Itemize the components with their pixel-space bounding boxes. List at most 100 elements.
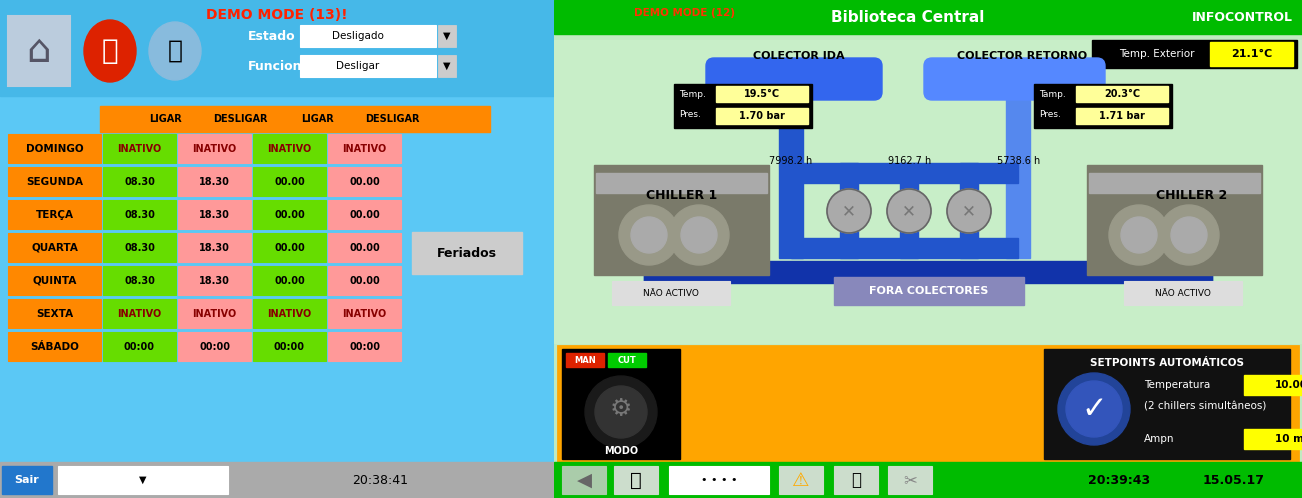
Bar (1124, 281, 1242, 305)
Bar (328, 167, 401, 196)
Circle shape (669, 205, 729, 265)
Bar (1190, 183, 1212, 283)
Circle shape (1170, 217, 1207, 253)
Text: 20:39:43: 20:39:43 (1088, 474, 1150, 487)
Ellipse shape (148, 22, 201, 80)
Bar (8, 200, 102, 229)
Circle shape (618, 205, 680, 265)
Text: Desligar: Desligar (336, 61, 380, 71)
Bar (103, 233, 176, 262)
Text: SEXTA: SEXTA (36, 308, 73, 319)
Bar (1075, 108, 1168, 124)
FancyBboxPatch shape (706, 58, 881, 100)
Text: 19.5°C: 19.5°C (743, 89, 780, 99)
Bar (835, 466, 878, 494)
Bar (253, 233, 326, 262)
Text: Ampn: Ampn (1144, 434, 1174, 444)
Circle shape (681, 217, 717, 253)
Text: ✕: ✕ (902, 202, 915, 220)
Text: TERÇA: TERÇA (35, 210, 73, 220)
Circle shape (595, 386, 647, 438)
Bar (1044, 349, 1290, 459)
Text: 00.00: 00.00 (349, 210, 380, 220)
Text: QUARTA: QUARTA (31, 243, 78, 252)
Text: 1.71 bar: 1.71 bar (1099, 111, 1144, 121)
Bar (103, 299, 176, 328)
Bar (437, 25, 456, 47)
Bar (253, 200, 326, 229)
Circle shape (1159, 205, 1219, 265)
Bar (8, 299, 102, 328)
Text: DEMO MODE (13)!: DEMO MODE (13)! (206, 8, 348, 22)
Text: CUT: CUT (617, 356, 637, 365)
Bar (1088, 173, 1260, 193)
Text: INATIVO: INATIVO (193, 143, 237, 153)
Text: 20.3°C: 20.3°C (1104, 89, 1141, 99)
Bar (716, 86, 809, 102)
Bar (644, 183, 667, 283)
Bar (1087, 165, 1262, 275)
Text: LIGAR: LIGAR (148, 114, 181, 124)
Text: Biblioteca Central: Biblioteca Central (831, 9, 984, 24)
Bar (644, 261, 1212, 283)
Text: MAN: MAN (574, 356, 596, 365)
Text: INATIVO: INATIVO (342, 308, 387, 319)
Text: Temperatura: Temperatura (1144, 380, 1211, 390)
Bar (566, 353, 604, 367)
Bar (960, 163, 978, 258)
Text: 🔧: 🔧 (852, 471, 861, 489)
Text: ✕: ✕ (962, 202, 976, 220)
Text: INFOCONTROL: INFOCONTROL (1191, 10, 1293, 23)
Bar (59, 466, 228, 494)
Text: INATIVO: INATIVO (267, 308, 311, 319)
Text: 08.30: 08.30 (124, 275, 155, 285)
Text: ◀: ◀ (577, 471, 591, 490)
Text: ✂: ✂ (904, 471, 917, 489)
Text: CHILLER 2: CHILLER 2 (1156, 189, 1228, 202)
Ellipse shape (85, 20, 135, 82)
Bar (299, 55, 436, 77)
Bar (559, 346, 1298, 462)
Text: 08.30: 08.30 (124, 243, 155, 252)
Text: 08.30: 08.30 (124, 210, 155, 220)
Bar (612, 281, 730, 305)
Bar (615, 466, 658, 494)
Text: 20:38:41: 20:38:41 (352, 474, 408, 487)
Bar (608, 353, 646, 367)
Bar (103, 266, 176, 295)
Text: 00:00: 00:00 (124, 342, 155, 352)
Bar (328, 332, 401, 361)
Bar (437, 55, 456, 77)
Bar (103, 167, 176, 196)
Bar (100, 106, 490, 132)
Text: 00:00: 00:00 (273, 342, 305, 352)
Bar (1075, 86, 1168, 102)
Text: 7998.2 h: 7998.2 h (769, 156, 812, 166)
Text: INATIVO: INATIVO (193, 308, 237, 319)
Bar (594, 165, 769, 275)
Text: 00.00: 00.00 (349, 275, 380, 285)
Text: Feriados: Feriados (437, 247, 497, 259)
Text: 18.30: 18.30 (199, 275, 230, 285)
Text: 00.00: 00.00 (275, 243, 305, 252)
Text: 15.05.17: 15.05.17 (1203, 474, 1266, 487)
Text: DESLIGAR: DESLIGAR (212, 114, 267, 124)
Bar (8, 167, 102, 196)
Circle shape (887, 189, 931, 233)
Text: SÁBADO: SÁBADO (30, 342, 79, 352)
Bar (178, 266, 251, 295)
Text: ✕: ✕ (842, 202, 855, 220)
Text: Funcionamento: Funcionamento (247, 59, 355, 73)
Bar (253, 266, 326, 295)
Text: 00.00: 00.00 (275, 176, 305, 186)
Bar (1210, 42, 1293, 66)
Text: NÃO ACTIVO: NÃO ACTIVO (643, 288, 699, 297)
Text: Pres.: Pres. (1039, 110, 1061, 119)
Bar (253, 134, 326, 163)
Text: 18.30: 18.30 (199, 176, 230, 186)
Bar (1034, 84, 1172, 128)
Text: Temp.: Temp. (680, 90, 706, 99)
Bar (8, 266, 102, 295)
Bar (562, 349, 680, 459)
Text: 00.00: 00.00 (349, 243, 380, 252)
